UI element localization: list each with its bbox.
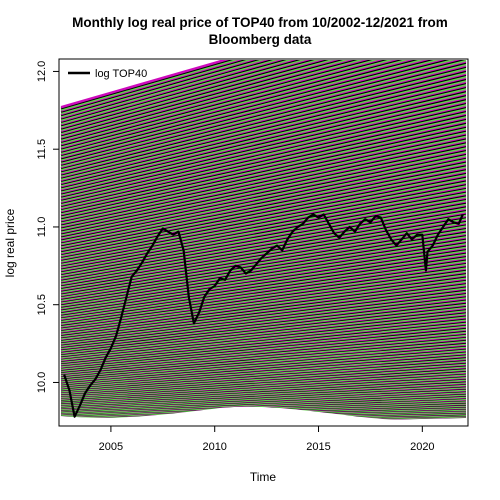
x-axis-label: Time xyxy=(250,470,277,484)
background-trend-line xyxy=(60,60,467,164)
background-trend-line xyxy=(60,75,467,177)
chart-subtitle: Bloomberg data xyxy=(209,32,312,47)
y-tick-label: 11.5 xyxy=(36,139,48,160)
x-tick-label: 2010 xyxy=(202,441,226,453)
background-trend-line xyxy=(60,70,467,174)
y-tick-label: 12.0 xyxy=(36,61,48,82)
x-tick-label: 2020 xyxy=(410,441,434,453)
y-tick-label: 11.0 xyxy=(36,217,48,238)
background-trend-line xyxy=(60,60,230,109)
background-trend-line xyxy=(60,60,335,135)
background-trend-line xyxy=(60,114,467,209)
chart-title: Monthly log real price of TOP40 from 10/… xyxy=(72,15,448,30)
background-trend-line xyxy=(60,91,467,190)
background-trend-line xyxy=(60,60,350,138)
background-trend-line xyxy=(60,60,379,145)
series-layer xyxy=(63,213,464,418)
y-tick-label: 10.0 xyxy=(36,372,48,393)
background-line-bundle xyxy=(60,60,467,425)
background-trend-line xyxy=(60,60,364,142)
y-tick-label: 10.5 xyxy=(36,294,48,315)
x-axis: 2005 2010 2015 2020 xyxy=(99,425,435,453)
background-trend-line xyxy=(60,111,467,206)
background-trend-line xyxy=(60,60,456,161)
background-trend-line xyxy=(60,60,409,151)
background-trend-line xyxy=(60,87,467,187)
background-trend-line xyxy=(60,60,239,111)
legend-label-log-top40: log TOP40 xyxy=(95,68,147,80)
background-trend-line xyxy=(60,79,467,181)
background-trend-line xyxy=(60,60,266,118)
background-trend-line xyxy=(60,83,467,184)
background-trough xyxy=(60,406,467,425)
background-trend-line xyxy=(60,99,467,196)
background-trend-line xyxy=(60,103,467,200)
background-trend-line xyxy=(60,60,425,155)
legend: log TOP40 xyxy=(68,68,147,80)
x-tick-label: 2015 xyxy=(306,441,330,453)
background-trend-line xyxy=(60,60,441,158)
background-trend-line xyxy=(60,62,467,168)
background-trend-line xyxy=(60,66,467,171)
background-trend-line xyxy=(60,60,321,132)
background-trend-line xyxy=(60,60,394,148)
background-trend-line xyxy=(60,95,467,193)
y-axis: 10.0 10.5 11.0 11.5 12.0 xyxy=(36,61,60,393)
y-axis-label: log real price xyxy=(3,208,17,277)
x-tick-label: 2005 xyxy=(99,441,123,453)
background-trend-line xyxy=(60,60,279,121)
background-trend-line xyxy=(60,60,252,115)
series-line-log-top40 xyxy=(63,213,464,418)
background-trend-line xyxy=(60,60,307,128)
background-trend-line xyxy=(60,60,293,125)
background-trend-line xyxy=(60,107,467,203)
